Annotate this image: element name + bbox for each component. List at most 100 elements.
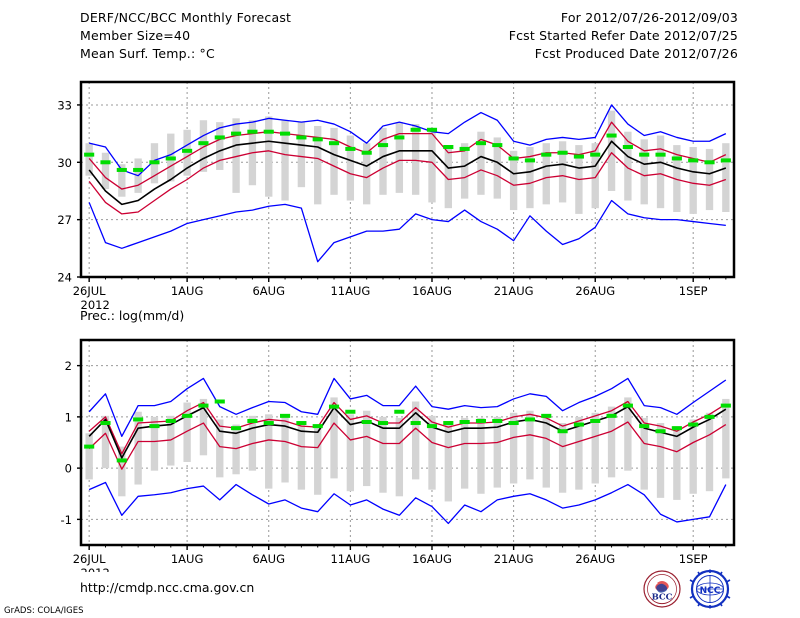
spread-bar <box>265 116 273 197</box>
spread-bar <box>330 127 338 195</box>
spread-bar <box>477 417 485 494</box>
spread-bar <box>558 141 567 203</box>
page-title: DERF/NCC/BCC Monthly Forecast <box>80 10 292 25</box>
spread-bar <box>363 410 371 487</box>
grads-credit-label: GrADS: COLA/IGES <box>4 606 84 616</box>
spread-bar <box>705 148 714 211</box>
spread-bar <box>591 143 599 209</box>
spread-bar <box>444 145 452 209</box>
bcc-logo-icon: BCC <box>643 570 681 608</box>
spread-bar <box>673 426 681 500</box>
spread-bar <box>346 135 355 201</box>
spread-bar <box>314 424 322 495</box>
y-axis-tick-label: 30 <box>57 156 72 170</box>
forecast-range-label: For 2012/07/26-2012/09/03 <box>560 10 738 25</box>
spread-bar <box>167 415 175 466</box>
x-axis-tick-label: 1SEP <box>679 552 708 566</box>
spread-bar <box>689 419 697 494</box>
x-axis-tick-label: 1SEP <box>679 284 708 298</box>
y-axis-tick-label: 27 <box>57 213 72 227</box>
spread-bar <box>428 131 436 203</box>
x-axis-tick-label: 21AUG <box>494 284 534 298</box>
precipitation-plot-svg: -1 0 1 2 26JUL 1AUG 6AUG 11AUG 16AUG 21AUG 26AUG 1S… <box>61 338 736 572</box>
series-line-q75 <box>88 121 727 190</box>
spread-bar <box>314 125 322 205</box>
spread-bar <box>183 402 191 462</box>
spread-bar <box>85 433 93 480</box>
member-size-label: Member Size=40 <box>80 28 191 43</box>
spread-bar <box>265 414 273 489</box>
spread-bar <box>199 120 208 172</box>
spread-bar <box>542 143 550 205</box>
x-axis-tick-label: 26AUG <box>575 552 615 566</box>
spread-bar <box>624 131 632 201</box>
spread-bar <box>607 110 616 191</box>
spread-bar <box>281 415 289 483</box>
x-axis-tick-label: 16AUG <box>412 552 452 566</box>
temperature-panel-label: Mean Surf. Temp.: °C <box>80 46 215 61</box>
x-axis-year-label: 2012 <box>81 566 110 572</box>
spread-bar <box>379 416 387 493</box>
spread-bar <box>460 417 469 489</box>
series-line-q25 <box>88 421 727 470</box>
forecast-produced-date-label: Fcst Produced Date 2012/07/26 <box>534 46 738 61</box>
spread-bar <box>379 127 387 195</box>
spread-bar <box>493 416 501 488</box>
spread-bar <box>363 143 371 205</box>
x-axis-tick-label: 1AUG <box>171 552 204 566</box>
precipitation-chart: -1 0 1 2 26JUL 1AUG 6AUG 11AUG 16AUG 21AUG 26AUG 1S… <box>0 322 800 572</box>
series-line-max <box>88 377 727 437</box>
spread-bar <box>118 446 126 497</box>
x-axis-tick-label: 26JUL <box>73 284 106 298</box>
spread-bar <box>509 150 518 211</box>
temperature-plot-svg: 24 27 30 33 26JUL 1AUG 6AUG 11AUG 16AUG 21AUG 26AU… <box>57 80 736 310</box>
x-axis-tick-label: 21AUG <box>494 552 534 566</box>
spread-bar <box>640 417 648 490</box>
x-axis-tick-label: 6AUG <box>252 552 285 566</box>
spread-bar <box>118 164 126 197</box>
x-axis-tick-label: 16AUG <box>412 284 452 298</box>
plot-frame <box>79 338 736 547</box>
x-axis-year-label: 2012 <box>81 298 110 310</box>
spread-bar <box>722 143 730 212</box>
spread-bar <box>199 398 208 456</box>
spread-bar <box>395 122 404 193</box>
spread-bar <box>673 145 681 212</box>
spread-bar <box>150 416 159 471</box>
spread-bar <box>444 420 452 502</box>
spread-bar <box>591 412 599 484</box>
spread-bar <box>232 424 240 475</box>
spread-bar <box>575 416 583 490</box>
spread-bar <box>493 137 501 199</box>
forecast-start-date-label: Fcst Started Refer Date 2012/07/25 <box>508 28 738 43</box>
precipitation-panel-label: Prec.: log(mm/d) <box>80 308 185 323</box>
y-axis-tick-label: 0 <box>65 462 72 476</box>
spread-bar <box>509 412 518 484</box>
spread-bar <box>624 397 632 471</box>
x-axis-tick-label: 11AUG <box>330 284 370 298</box>
ncc-logo-icon: NCC <box>689 569 731 609</box>
spread-bar <box>297 122 306 188</box>
spread-bar <box>428 415 436 490</box>
series-line-min <box>88 199 726 263</box>
spread-bar <box>101 152 110 190</box>
series-line-mean <box>88 140 727 206</box>
spread-bar <box>101 415 110 469</box>
y-axis-tick-label: 33 <box>57 98 72 112</box>
y-axis-tick-label: -1 <box>61 513 72 527</box>
bcc-logo-text: BCC <box>652 593 673 603</box>
spread-bar <box>134 411 142 485</box>
x-axis-tick-label: 26JUL <box>73 552 106 566</box>
spread-bar <box>640 139 648 205</box>
spread-bar <box>411 124 420 195</box>
y-axis-tick-label: 24 <box>57 271 72 285</box>
cmdp-url-link[interactable]: http://cmdp.ncc.cma.gov.cn <box>80 580 255 595</box>
spread-bar <box>705 412 714 492</box>
spread-bar <box>689 147 697 214</box>
series-line-q25 <box>88 150 727 215</box>
x-axis-tick-label: 26AUG <box>575 284 615 298</box>
spread-bar <box>607 406 616 478</box>
x-axis-tick-label: 6AUG <box>252 284 285 298</box>
spread-bar <box>656 423 665 498</box>
temperature-chart: 24 27 30 33 26JUL 1AUG 6AUG 11AUG 16AUG 21AUG 26AU… <box>57 80 736 310</box>
